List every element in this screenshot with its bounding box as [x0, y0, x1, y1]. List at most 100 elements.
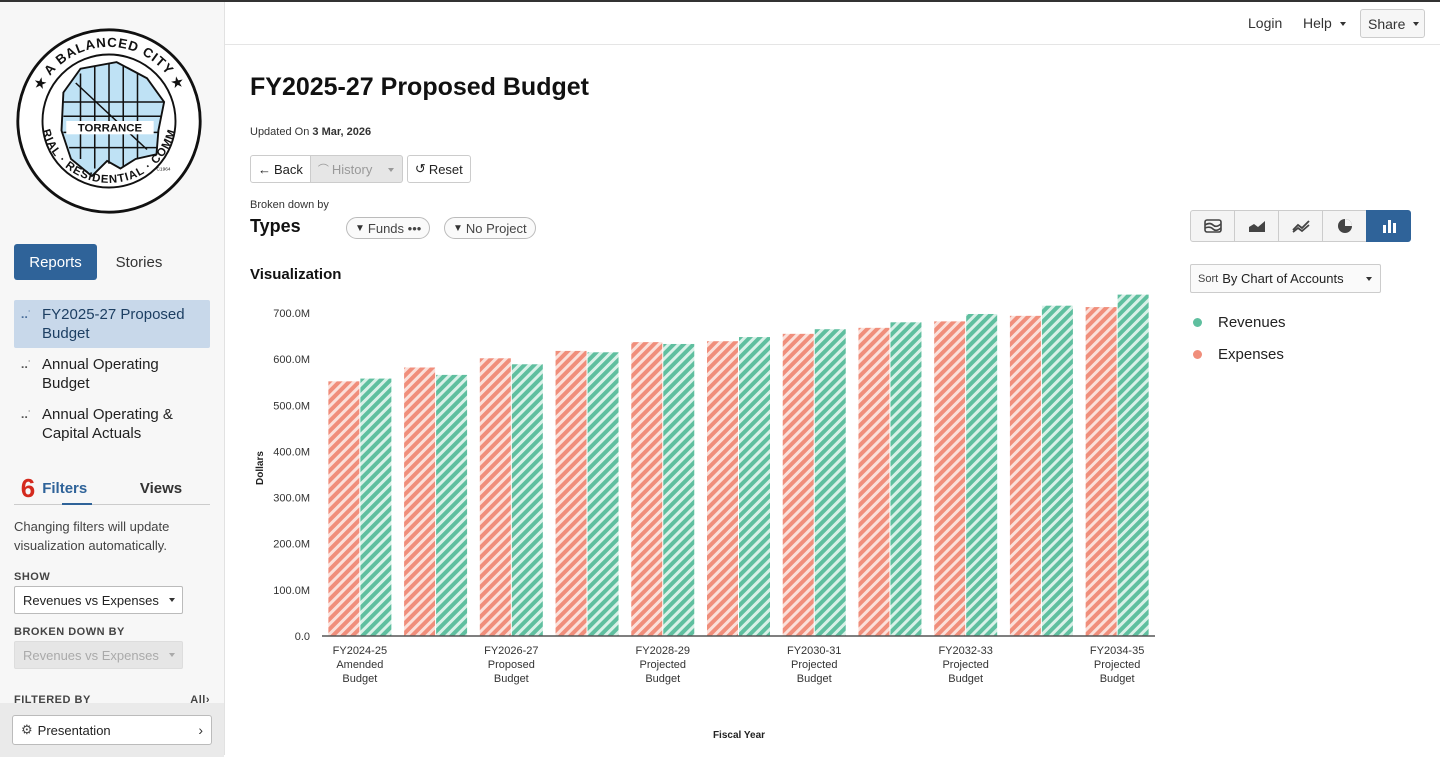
chevron-right-icon: ›: [198, 722, 203, 738]
budget-bar-chart: 0.0 100.0M 200.0M 300.0M 400.0M 500.0M 600.0M 7…: [255, 294, 1155, 741]
bar-expenses[interactable]: [782, 333, 814, 636]
history-dropdown[interactable]: ⌒ History: [310, 155, 403, 183]
caret-down-icon: [1413, 21, 1420, 26]
bar-expenses[interactable]: [858, 327, 890, 636]
back-button[interactable]: ← Back: [250, 155, 311, 183]
bar-expenses[interactable]: [1085, 307, 1117, 636]
bar-revenues[interactable]: [814, 329, 846, 636]
filters-tab-label: Filters: [42, 479, 88, 497]
filter-count-badge: 6: [20, 472, 36, 503]
report-item-annual-operating-budget[interactable]: ⠤˙ Annual Operating Budget: [14, 350, 210, 398]
reports-tab[interactable]: Reports: [14, 244, 97, 280]
filters-views-tabs: 6 Filters Views: [14, 472, 210, 505]
bar-chart-icon: [1382, 220, 1396, 233]
chart-type-toggle: [1190, 210, 1411, 242]
project-filter-pill[interactable]: ▼ No Project: [444, 217, 536, 239]
stories-tab[interactable]: Stories: [115, 253, 163, 271]
line-chart-button[interactable]: [1278, 210, 1323, 242]
y-tick-label: 300.0M: [273, 493, 310, 505]
y-axis-label: Dollars: [255, 451, 266, 485]
bar-expenses[interactable]: [404, 367, 436, 636]
bar-revenues[interactable]: [663, 343, 695, 636]
bar-expenses[interactable]: [328, 381, 360, 636]
caret-down-icon: [1366, 277, 1372, 281]
x-tick-label: FY2030-31: [787, 645, 841, 657]
broken-down-by-label: BROKEN DOWN BY: [14, 626, 125, 638]
views-tab[interactable]: Views: [139, 479, 183, 497]
bar-revenues[interactable]: [436, 374, 468, 636]
area-chart-icon: [1248, 221, 1265, 232]
pie-chart-button[interactable]: [1322, 210, 1367, 242]
broken-down-by-value: Revenues vs Expenses: [23, 647, 159, 663]
broken-down-by-select: Revenues vs Expenses: [14, 641, 183, 669]
y-tick-label: 400.0M: [273, 446, 310, 458]
x-tick-label: Projected: [942, 659, 988, 671]
bar-revenues[interactable]: [1117, 294, 1149, 636]
report-item-fy2025-27[interactable]: ⠤˙ FY2025-27 Proposed Budget: [14, 300, 210, 348]
history-nav-group: ← Back ⌒ History ↺ Reset: [250, 155, 471, 183]
sidebar: TORRANCE C1964 ★ A BALANCED CITY ★ INDUS…: [0, 2, 225, 757]
bar-expenses[interactable]: [707, 341, 738, 636]
bar-expenses[interactable]: [934, 321, 966, 636]
legend-dot-expenses: [1193, 349, 1202, 359]
filters-tab[interactable]: 6 Filters: [14, 472, 112, 505]
help-menu[interactable]: Help: [1303, 15, 1346, 31]
sort-select[interactable]: Sort By Chart of Accounts: [1190, 264, 1381, 293]
filter-help-text: Changing filters will update visualizati…: [14, 519, 170, 553]
legend-item-expenses[interactable]: Expenses: [1193, 338, 1286, 370]
x-tick-label: Budget: [342, 673, 377, 685]
y-tick-label: 600.0M: [273, 354, 310, 366]
x-tick-label: FY2024-25: [333, 645, 387, 657]
bar-expenses[interactable]: [631, 342, 663, 636]
bar-revenues[interactable]: [1041, 305, 1073, 636]
bar-expenses[interactable]: [1009, 315, 1041, 636]
updated-on-text: Updated On 3 Mar, 2026: [250, 126, 372, 138]
stacked-area-icon: [1203, 219, 1222, 233]
report-item-label: Annual Operating Budget: [42, 356, 159, 392]
bar-expenses[interactable]: [555, 350, 587, 636]
bar-revenues[interactable]: [966, 313, 998, 636]
caret-down-icon: [387, 168, 394, 172]
x-tick-label: Budget: [797, 673, 832, 685]
x-tick-label: FY2032-33: [938, 645, 992, 657]
bar-revenues[interactable]: [511, 364, 543, 636]
presentation-button[interactable]: ⚙ Presentation ›: [12, 715, 212, 745]
bar-revenues[interactable]: [587, 352, 619, 636]
bar-revenues[interactable]: [739, 337, 770, 636]
login-link[interactable]: Login: [1248, 15, 1283, 31]
logo-year-text: C1964: [157, 166, 171, 172]
stacked-area-chart-button[interactable]: [1190, 210, 1235, 242]
y-tick-label: 100.0M: [273, 585, 310, 597]
area-chart-button[interactable]: [1234, 210, 1279, 242]
y-tick-label: 200.0M: [273, 539, 310, 551]
y-tick-label: 500.0M: [273, 400, 310, 412]
line-chart-icon: [1291, 220, 1310, 233]
legend-label: Expenses: [1218, 345, 1284, 363]
x-tick-label: Proposed: [488, 659, 535, 671]
sort-value: By Chart of Accounts: [1222, 271, 1344, 286]
x-tick-label: Budget: [1100, 673, 1135, 685]
bar-revenues[interactable]: [360, 378, 392, 636]
bar-expenses[interactable]: [479, 358, 511, 636]
bar-revenues[interactable]: [890, 322, 922, 636]
report-item-operating-capital-actuals[interactable]: ⠤˙ Annual Operating & Capital Actuals: [14, 400, 210, 448]
page-title: FY2025-27 Proposed Budget: [250, 73, 589, 101]
x-tick-label: FY2026-27: [484, 645, 538, 657]
show-label: SHOW: [14, 571, 51, 583]
sort-label: Sort: [1198, 272, 1219, 285]
presentation-label: Presentation: [37, 722, 111, 738]
reset-button[interactable]: ↺ Reset: [406, 155, 471, 183]
show-select[interactable]: Revenues vs Expenses: [14, 586, 183, 614]
share-button[interactable]: Share: [1360, 9, 1425, 38]
x-tick-label: FY2028-29: [636, 645, 690, 657]
bar-chart-button[interactable]: [1366, 210, 1411, 242]
legend-item-revenues[interactable]: Revenues: [1193, 306, 1286, 338]
legend-label: Revenues: [1218, 313, 1286, 331]
sidebar-tabs: Reports Stories: [14, 244, 181, 280]
report-list: ⠤˙ FY2025-27 Proposed Budget ⠤˙ Annual O…: [14, 300, 210, 450]
x-axis: FY2024-25 Amended Budget FY2026-27 Proposed B…: [322, 635, 1155, 685]
broken-down-by-caption: Broken down by: [250, 199, 329, 211]
funds-filter-pill[interactable]: ▼ Funds •••: [346, 217, 431, 239]
scatter-icon: ⠤˙: [20, 408, 32, 422]
history-icon: ⌒: [317, 164, 329, 176]
